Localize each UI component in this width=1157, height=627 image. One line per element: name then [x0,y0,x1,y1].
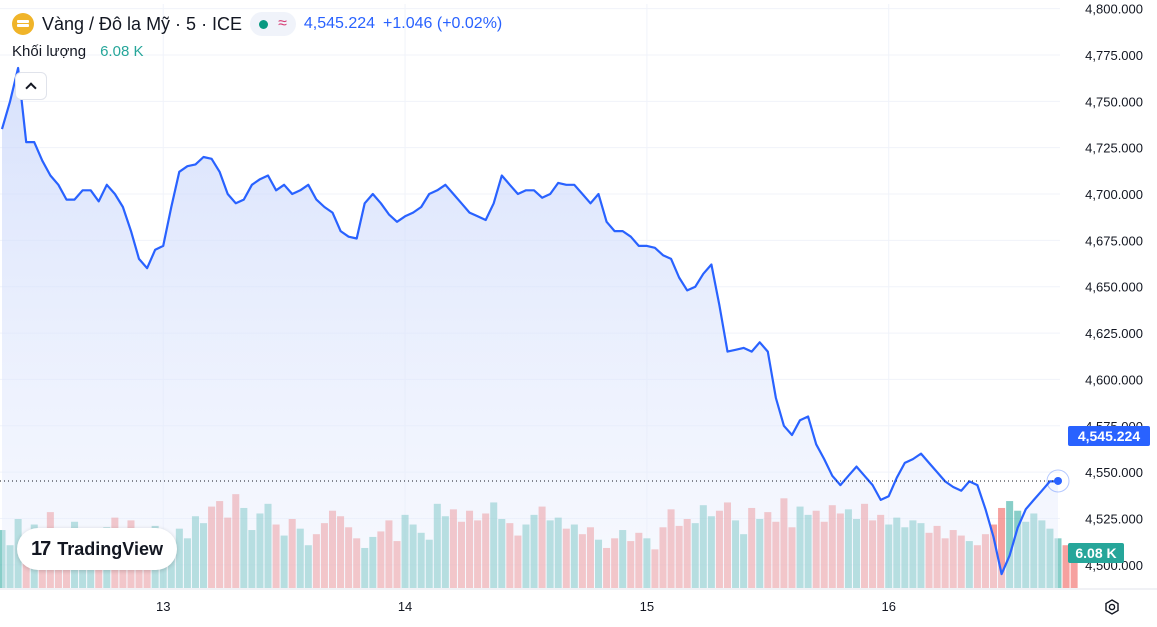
price-axis-label: 4,725.000 [1085,141,1143,156]
volume-bar [1062,545,1070,588]
price-axis[interactable]: 4,800.000 4,775.000 4,750.000 4,725.000 4,70… [1085,2,1143,573]
tradingview-badge[interactable]: 17 TradingView [17,528,177,570]
volume-bar [1070,552,1078,588]
time-axis-label: 14 [398,599,412,614]
last-price: 4,545.224 [303,15,376,32]
time-axis-label: 13 [156,599,170,614]
chevron-up-icon [25,82,37,94]
volume-tag: 6.08 K [1068,543,1124,563]
price-area-fill [2,68,1058,588]
price-axis-label: 4,550.000 [1085,465,1143,480]
price-axis-label: 4,525.000 [1085,511,1143,526]
symbol-legend: Vàng / Đô la Mỹ · 5 · ICE ≈ 4,545.224 +1… [12,10,502,38]
time-axis-label: 15 [640,599,654,614]
approx-icon: ≈ [278,15,287,32]
last-price-dot [1054,476,1062,485]
volume-label: Khối lượng [12,43,87,60]
last-price-marker [0,469,1070,493]
last-price-tag: 4,545.224 [1068,426,1150,446]
volume-legend[interactable]: Khối lượng 6.08 K [12,43,143,60]
gold-bars-icon [12,13,34,35]
volume-bar [998,507,1006,588]
market-open-dot-icon [259,19,269,29]
time-axis[interactable]: 13 14 15 16 [0,588,1157,614]
price-axis-label: 4,775.000 [1085,48,1143,63]
price-area [2,68,1058,588]
price-series-line [0,66,1058,576]
settings-button[interactable] [1100,596,1124,618]
time-axis-label: 16 [881,599,895,614]
symbol-title[interactable]: Vàng / Đô la Mỹ · 5 · ICE [42,13,243,34]
price-change: +1.046 (+0.02%) [383,15,503,32]
price-line [0,66,1058,576]
volume-value: 6.08 K [100,43,144,60]
status-pill[interactable]: ≈ [250,12,296,36]
tradingview-logo-icon: 17 [31,537,51,560]
volume-bar [1006,501,1014,588]
tradingview-wordmark: TradingView [57,538,163,559]
price-axis-label: 4,600.000 [1085,372,1143,387]
last-price-halo [1046,469,1070,493]
price-axis-label: 4,675.000 [1085,233,1143,248]
price-axis-label: 4,700.000 [1085,187,1143,202]
price-axis-label: 4,625.000 [1085,326,1143,341]
price-axis-label: 4,650.000 [1085,280,1143,295]
price-axis-label: 4,800.000 [1085,2,1143,17]
collapse-legend-button[interactable] [15,72,47,100]
price-axis-label: 4,750.000 [1085,94,1143,109]
gear-icon [1105,599,1119,615]
